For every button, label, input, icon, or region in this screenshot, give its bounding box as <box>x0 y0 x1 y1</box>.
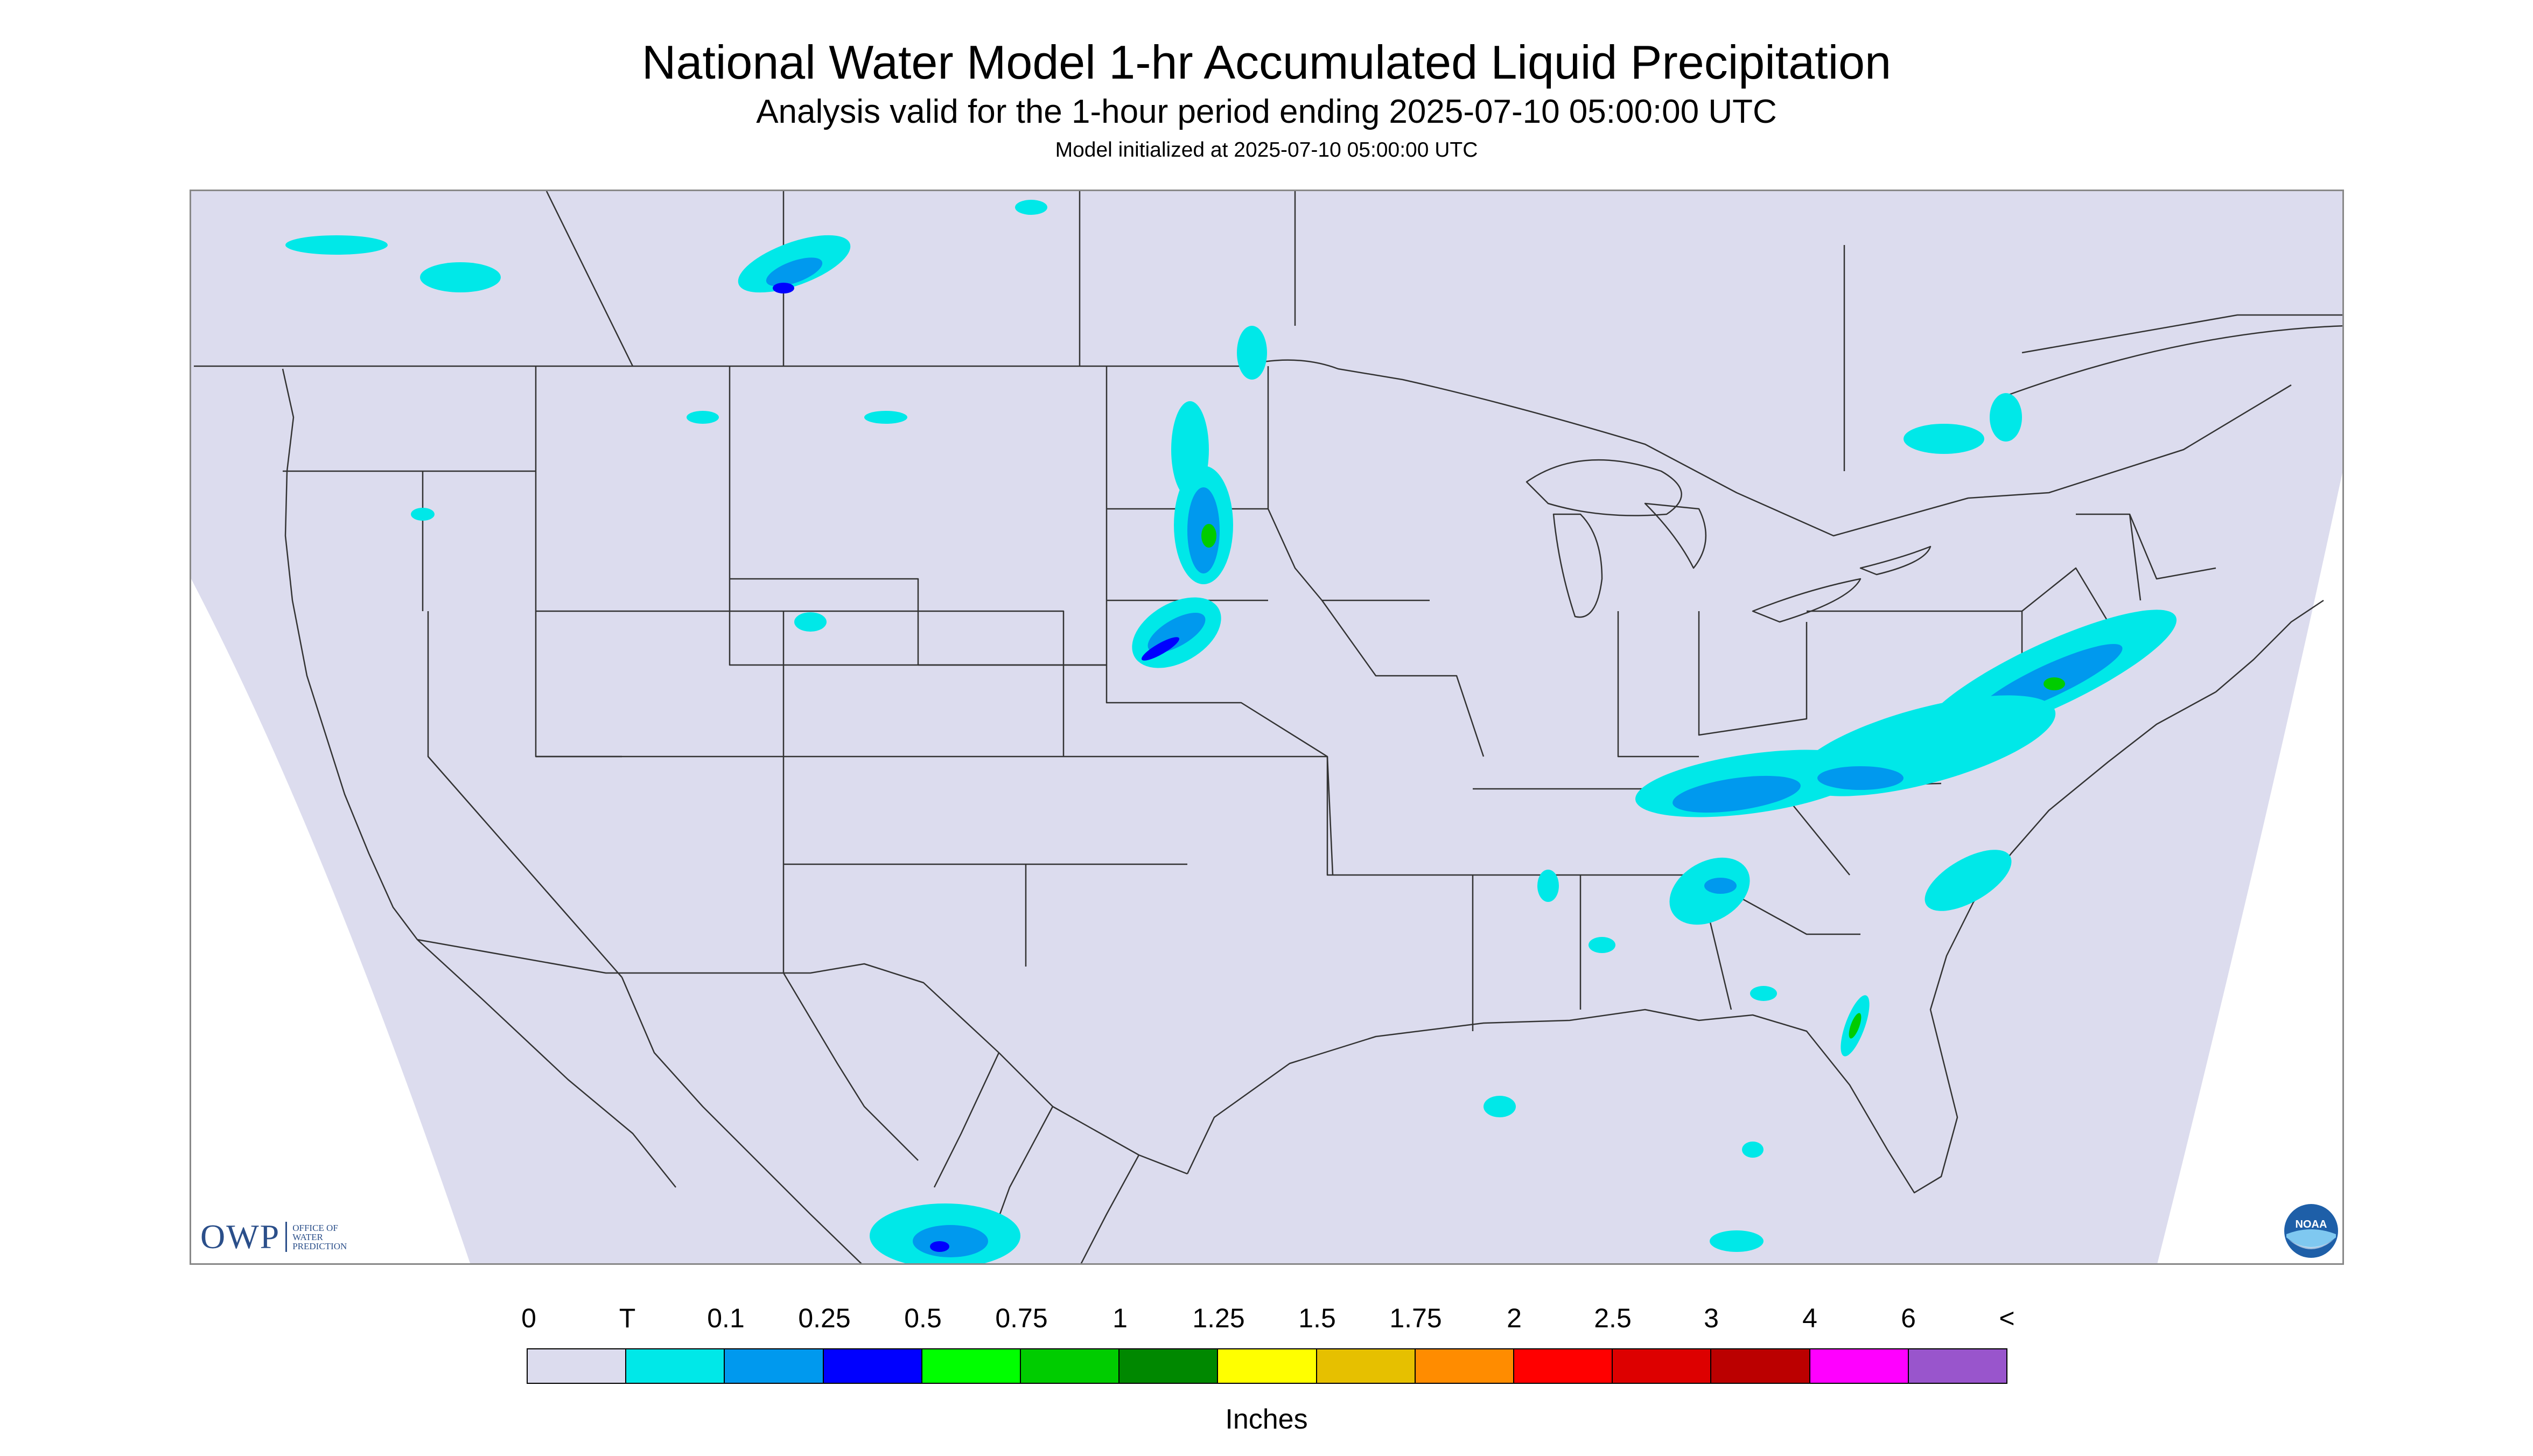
legend-swatch <box>1119 1349 1219 1383</box>
owp-logo-mark: OWP <box>200 1217 281 1256</box>
legend-tick: < <box>1999 1303 2015 1333</box>
legend-tick: 0 <box>521 1303 536 1333</box>
precipitation-map <box>190 190 2344 1265</box>
legend-tick: 0.75 <box>995 1303 1048 1333</box>
legend-tick: 3 <box>1704 1303 1719 1333</box>
legend-swatch <box>1810 1349 1909 1383</box>
owp-logo-divider <box>285 1222 288 1252</box>
legend-colorbar <box>527 1348 2007 1384</box>
map-subtitle: Analysis valid for the 1-hour period end… <box>756 93 1777 130</box>
legend-tick: T <box>619 1303 636 1333</box>
legend-tick: 0.25 <box>798 1303 851 1333</box>
legend-swatch <box>1218 1349 1317 1383</box>
legend-swatch <box>1415 1349 1515 1383</box>
owp-logo: OWP OFFICE OF WATER PREDICTION <box>200 1218 347 1256</box>
legend-swatch <box>823 1349 922 1383</box>
legend-tick: 6 <box>1901 1303 1916 1333</box>
noaa-logo-text: NOAA <box>2296 1219 2327 1230</box>
legend-swatch <box>1613 1349 1712 1383</box>
legend-tick: 1 <box>1112 1303 1128 1333</box>
legend-swatch <box>1908 1349 2007 1383</box>
legend-swatch <box>922 1349 1021 1383</box>
legend-swatch <box>528 1349 627 1383</box>
legend-swatch <box>1711 1349 1810 1383</box>
noaa-logo: NOAA <box>2284 1204 2338 1258</box>
owp-logo-text: OFFICE OF WATER PREDICTION <box>292 1222 347 1251</box>
legend-swatch <box>1514 1349 1613 1383</box>
legend-tick: 1.75 <box>1389 1303 1442 1333</box>
legend-swatch <box>626 1349 725 1383</box>
legend-tick: 0.1 <box>707 1303 745 1333</box>
legend-tick: 0.5 <box>904 1303 942 1333</box>
model-init-text: Model initialized at 2025-07-10 05:00:00… <box>1055 138 1478 162</box>
legend-units: Inches <box>1225 1404 1308 1435</box>
legend-tick: 4 <box>1802 1303 1817 1333</box>
map-title: National Water Model 1-hr Accumulated Li… <box>641 36 1892 89</box>
legend-tick: 2.5 <box>1594 1303 1632 1333</box>
legend-tick: 1.5 <box>1298 1303 1336 1333</box>
legend-tick: 2 <box>1507 1303 1522 1333</box>
legend-swatch <box>1317 1349 1416 1383</box>
precipitation-areas <box>285 200 2177 1263</box>
legend-tick: 1.25 <box>1192 1303 1245 1333</box>
legend-swatch <box>1021 1349 1120 1383</box>
legend-swatch <box>725 1349 824 1383</box>
